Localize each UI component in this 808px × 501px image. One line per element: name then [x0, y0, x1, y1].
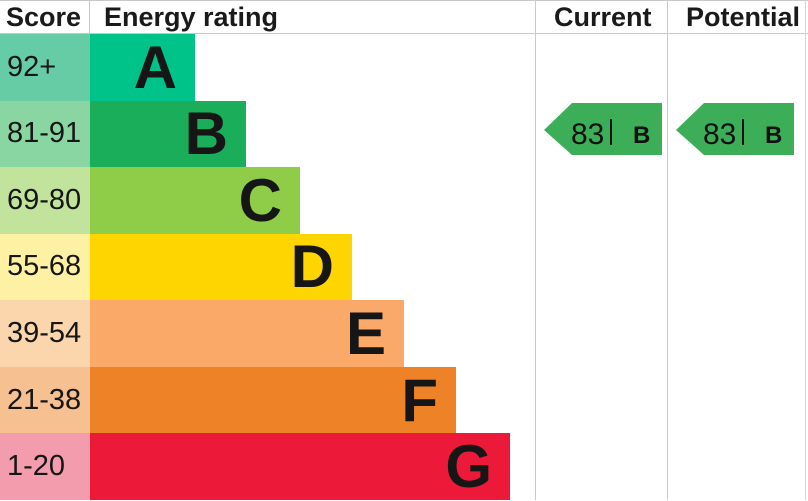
svg-text:83: 83: [703, 118, 736, 151]
svg-text:B: B: [633, 122, 650, 149]
svg-text:83: 83: [571, 118, 604, 151]
svg-text:B: B: [765, 122, 782, 149]
